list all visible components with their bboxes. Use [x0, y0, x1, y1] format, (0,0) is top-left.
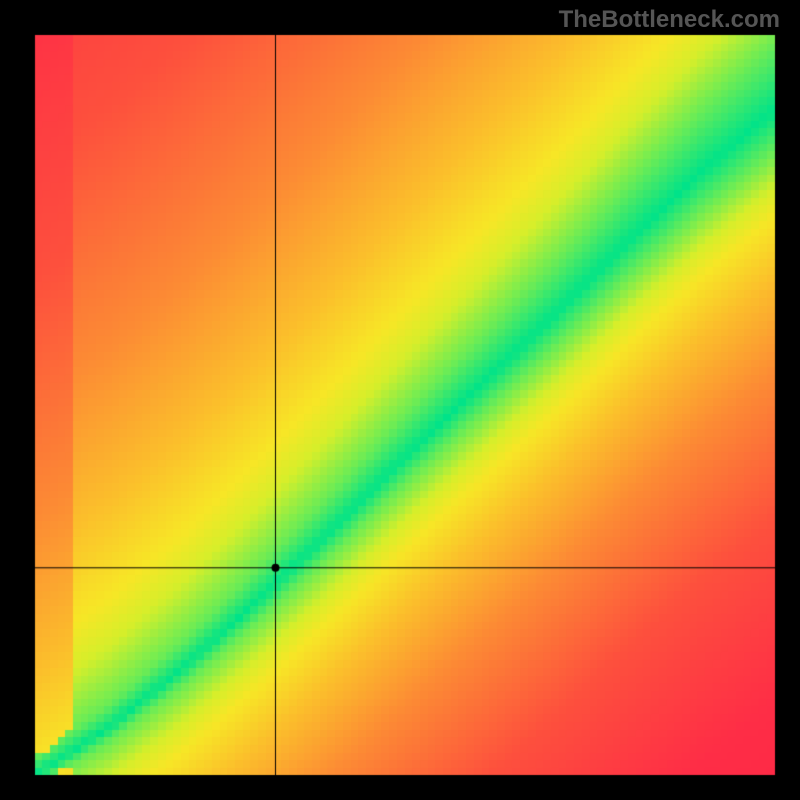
watermark-text: TheBottleneck.com	[559, 6, 780, 34]
chart-container: TheBottleneck.com	[0, 0, 800, 800]
bottleneck-heatmap	[0, 0, 800, 800]
